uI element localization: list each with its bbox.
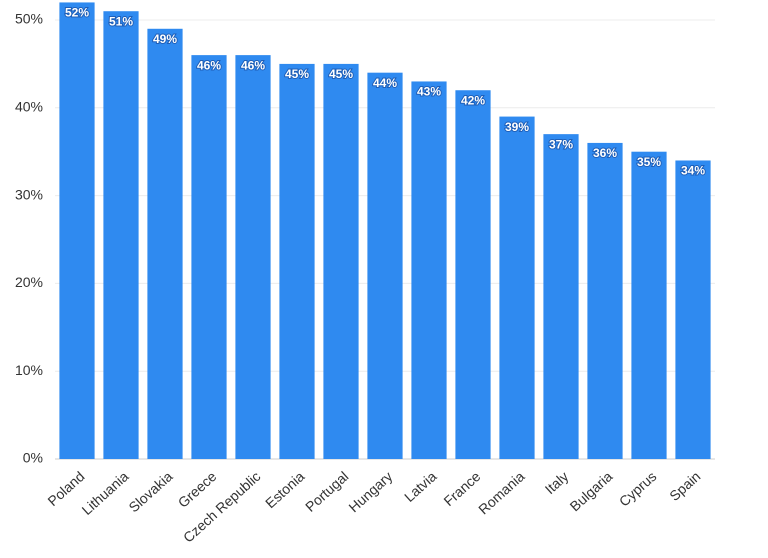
bar	[367, 72, 403, 460]
bar	[191, 55, 227, 460]
bar	[631, 151, 667, 459]
bar	[147, 28, 183, 460]
x-tick-label: Spain	[666, 468, 703, 504]
bar	[587, 142, 623, 460]
value-label: 37%	[549, 137, 573, 151]
value-label: 35%	[637, 155, 661, 169]
bar	[675, 160, 711, 460]
y-tick-label: 50%	[15, 11, 43, 27]
value-label: 42%	[461, 93, 485, 107]
x-tick-label: Estonia	[262, 468, 308, 511]
x-tick-label: Czech Republic	[180, 468, 264, 546]
value-label: 45%	[285, 67, 309, 81]
bar	[59, 2, 95, 459]
bar	[499, 116, 535, 459]
value-label: 49%	[153, 32, 177, 46]
value-label: 34%	[681, 164, 705, 178]
bar	[411, 81, 447, 460]
bar	[279, 63, 315, 460]
x-tick-label: Portugal	[302, 468, 351, 515]
x-tick-label: Italy	[542, 468, 572, 497]
value-label: 36%	[593, 146, 617, 160]
value-label: 51%	[109, 14, 133, 28]
x-tick-label: Hungary	[345, 468, 395, 515]
x-tick-label: Slovakia	[125, 468, 175, 515]
bar	[543, 134, 579, 459]
value-label: 46%	[197, 58, 221, 72]
y-tick-label: 40%	[15, 99, 43, 115]
x-tick-label: Bulgaria	[567, 468, 616, 514]
x-tick-label: Romania	[475, 468, 528, 518]
bar	[323, 63, 359, 460]
value-label: 52%	[65, 6, 89, 20]
bar	[103, 11, 139, 459]
value-label: 39%	[505, 120, 529, 134]
value-label: 43%	[417, 85, 441, 99]
y-tick-label: 30%	[15, 186, 43, 202]
bar	[455, 90, 491, 460]
y-tick-label: 20%	[15, 274, 43, 290]
bar	[235, 55, 271, 460]
y-tick-label: 0%	[23, 450, 43, 466]
x-tick-label: Latvia	[401, 468, 440, 505]
value-label: 46%	[241, 58, 265, 72]
x-tick-label: Lithuania	[79, 468, 132, 518]
value-label: 45%	[329, 67, 353, 81]
x-tick-label: Cyprus	[616, 468, 660, 510]
value-label: 44%	[373, 76, 397, 90]
y-tick-label: 10%	[15, 362, 43, 378]
